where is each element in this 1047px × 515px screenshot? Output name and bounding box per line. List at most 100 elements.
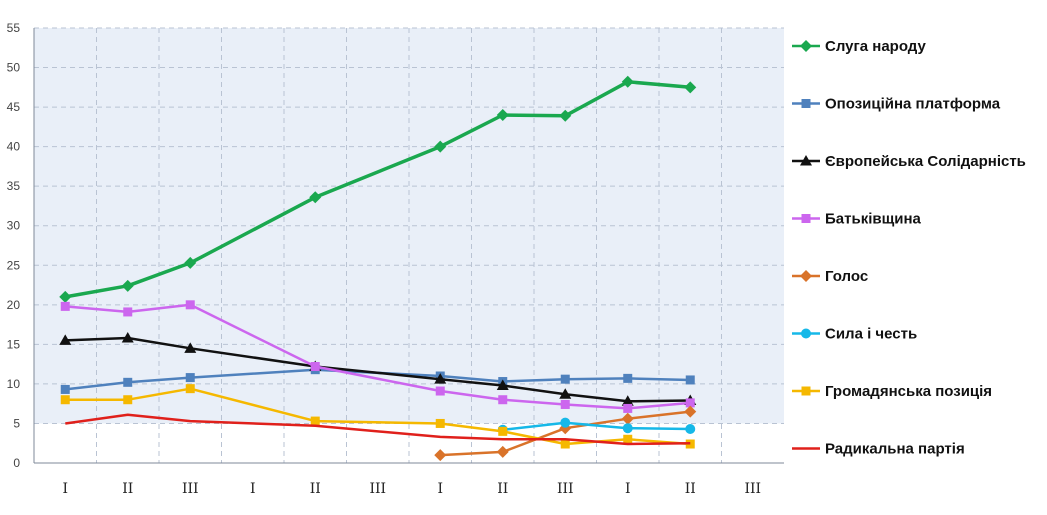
data-point [434, 373, 447, 384]
data-point [59, 290, 72, 303]
legend-label: Сила і честь [825, 326, 917, 343]
x-tick-label: I [437, 481, 443, 497]
data-point [185, 300, 195, 310]
data-point [684, 81, 697, 94]
data-point [560, 399, 570, 409]
legend-marker [801, 328, 811, 339]
y-tick-label: 0 [13, 456, 20, 470]
legend-item: Голос [792, 268, 868, 285]
legend-marker [801, 214, 811, 223]
data-point [621, 75, 634, 88]
legend-item: Батьківщина [792, 211, 922, 228]
x-tick-label: III [369, 481, 386, 497]
y-tick-label: 15 [7, 337, 21, 351]
data-point [123, 395, 133, 405]
legend-label: Радикальна партія [825, 441, 965, 458]
data-point [559, 388, 572, 399]
data-point [498, 426, 508, 436]
series-line [502, 421, 691, 432]
data-point [685, 375, 695, 385]
legend-marker [801, 386, 811, 396]
grid-lines [34, 27, 784, 463]
data-point [684, 405, 697, 418]
data-point [496, 109, 509, 121]
x-tick-label: I [62, 481, 68, 497]
x-tick-label: I [250, 481, 256, 497]
data-point [121, 332, 134, 343]
data-point [123, 307, 133, 317]
y-tick-label: 40 [7, 140, 21, 154]
y-tick-label: 25 [7, 258, 21, 272]
y-tick-label: 20 [7, 298, 21, 312]
legend-marker [800, 270, 812, 282]
x-tick-label: II [310, 481, 321, 497]
legend-marker [801, 99, 811, 108]
legend-label: Європейська Солідарність [825, 153, 1026, 170]
legend-item: Громадянська позиція [792, 383, 992, 400]
data-point [685, 398, 695, 408]
data-point [560, 439, 570, 449]
data-point [685, 423, 696, 434]
y-tick-label: 30 [7, 219, 21, 233]
y-tick-label: 45 [7, 100, 21, 114]
y-tick-label: 50 [7, 61, 21, 75]
legend-item: Сила і честь [792, 326, 917, 343]
data-point [185, 384, 195, 394]
data-point [621, 412, 634, 425]
data-point [435, 386, 445, 396]
data-point [434, 140, 447, 153]
data-point [309, 191, 322, 204]
series-group [59, 75, 697, 462]
data-point [559, 109, 572, 122]
y-tick-label: 5 [13, 416, 20, 430]
x-tick-label: I [625, 481, 631, 497]
legend-label: Батьківщина [825, 211, 922, 228]
data-point [560, 374, 570, 384]
series-line [65, 413, 691, 446]
legend-label: Голос [825, 268, 868, 285]
legend: Слуга народу Опозиційна платформа Європейс… [792, 38, 1026, 458]
data-point [435, 418, 445, 428]
x-tick-label: II [685, 481, 696, 497]
data-point [621, 395, 634, 406]
data-point [59, 334, 72, 345]
x-axis-ticks: I II III I II III I II III I II III [62, 481, 761, 497]
legend-item: Радикальна партія [792, 441, 965, 458]
series-1 [59, 75, 697, 303]
legend-item: Європейська Солідарність [792, 153, 1026, 170]
series-4 [60, 300, 695, 413]
data-point [434, 449, 447, 462]
data-point [560, 417, 571, 428]
x-tick-label: III [557, 481, 574, 497]
legend-marker [800, 155, 812, 166]
y-tick-label: 10 [7, 377, 21, 391]
data-point [60, 395, 70, 405]
x-tick-label: II [497, 481, 508, 497]
data-point [496, 445, 509, 458]
x-tick-label: III [182, 481, 199, 497]
series-8 [65, 413, 691, 446]
data-point [60, 384, 70, 394]
data-point [623, 403, 633, 413]
legend-item: Опозиційна платформа [792, 96, 1001, 113]
data-point [60, 301, 70, 311]
legend-label: Слуга народу [825, 38, 926, 55]
data-point [184, 256, 197, 269]
data-point [310, 362, 320, 372]
data-point [310, 416, 320, 426]
data-point [623, 373, 633, 383]
data-point [496, 379, 509, 390]
y-tick-label: 55 [7, 21, 21, 35]
series-5 [434, 405, 697, 462]
axes [33, 28, 784, 464]
data-point [622, 423, 633, 434]
y-axis-ticks: 0 5 10 15 20 25 30 35 40 45 50 55 [7, 21, 21, 470]
legend-marker [800, 40, 812, 52]
legend-label: Громадянська позиція [825, 383, 992, 400]
data-point [123, 377, 133, 387]
data-point [623, 434, 633, 444]
x-tick-label: III [744, 481, 761, 497]
data-point [498, 395, 508, 405]
data-point [121, 279, 134, 292]
